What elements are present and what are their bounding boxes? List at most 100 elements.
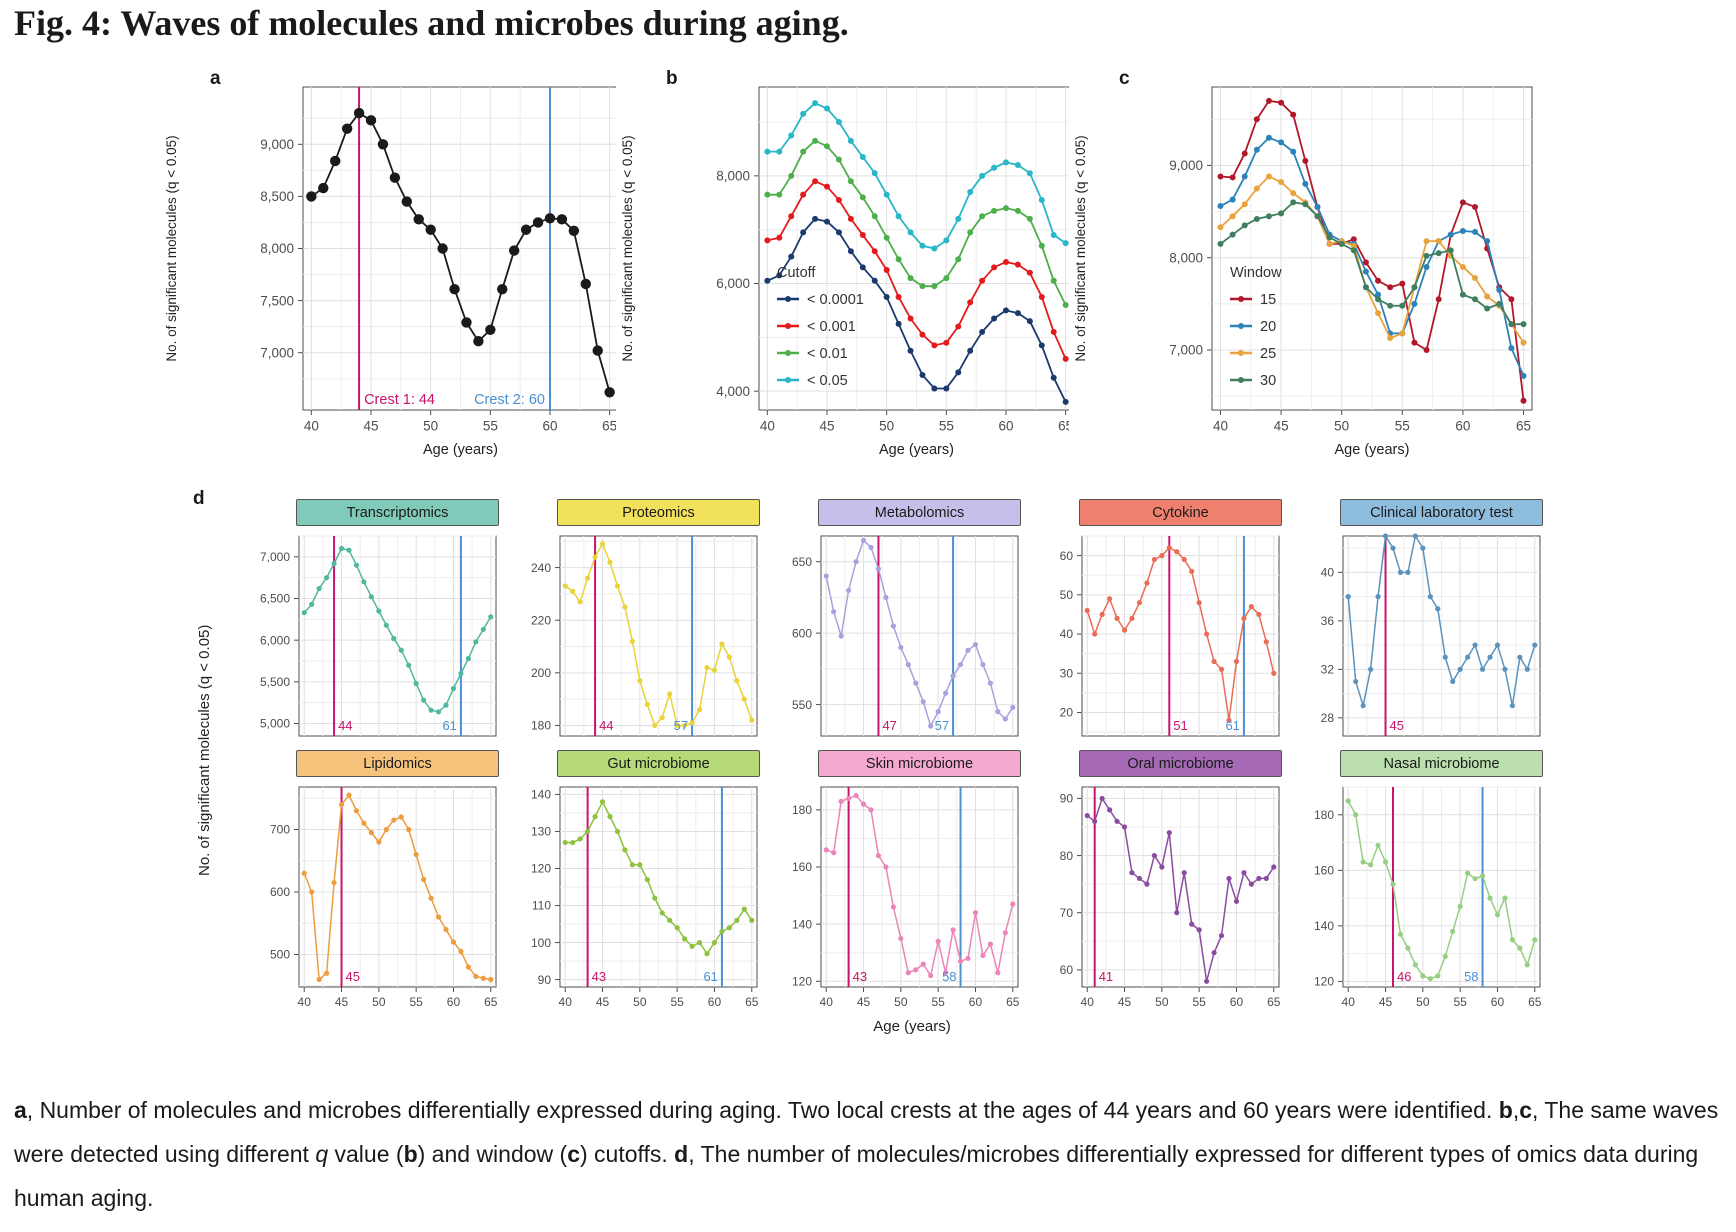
- svg-text:Crest 1: 44: Crest 1: 44: [364, 392, 435, 408]
- svg-text:160: 160: [1314, 864, 1334, 878]
- svg-text:60: 60: [447, 995, 461, 1009]
- svg-text:30: 30: [1260, 373, 1276, 389]
- svg-text:50: 50: [1060, 588, 1074, 602]
- svg-text:120: 120: [531, 862, 551, 876]
- svg-text:90: 90: [1060, 792, 1074, 806]
- svg-text:55: 55: [1192, 995, 1206, 1009]
- svg-text:4,000: 4,000: [716, 384, 750, 399]
- svg-text:600: 600: [270, 885, 290, 899]
- svg-text:45: 45: [1118, 995, 1132, 1009]
- svg-text:Age (years): Age (years): [1335, 442, 1410, 458]
- svg-text:61: 61: [1225, 718, 1239, 733]
- svg-text:90: 90: [538, 973, 552, 987]
- svg-text:180: 180: [1314, 808, 1334, 822]
- svg-text:45: 45: [596, 995, 610, 1009]
- svg-text:5,500: 5,500: [260, 675, 290, 689]
- svg-text:55: 55: [409, 995, 423, 1009]
- svg-text:700: 700: [270, 823, 290, 837]
- svg-text:65: 65: [1528, 995, 1542, 1009]
- svg-text:180: 180: [531, 719, 551, 733]
- svg-text:500: 500: [270, 948, 290, 962]
- svg-text:36: 36: [1321, 614, 1335, 628]
- svg-text:45: 45: [1274, 419, 1289, 434]
- svg-text:60: 60: [998, 419, 1013, 434]
- svg-text:55: 55: [939, 419, 954, 434]
- svg-text:20: 20: [1060, 706, 1074, 720]
- svg-text:6,000: 6,000: [716, 276, 750, 291]
- svg-text:550: 550: [792, 698, 812, 712]
- svg-text:45: 45: [1390, 718, 1404, 733]
- svg-text:44: 44: [338, 718, 352, 733]
- svg-text:60: 60: [1230, 995, 1244, 1009]
- svg-text:58: 58: [942, 969, 956, 984]
- svg-text:9,000: 9,000: [1169, 158, 1203, 173]
- svg-text:Crest 2: 60: Crest 2: 60: [474, 392, 545, 408]
- svg-text:32: 32: [1321, 663, 1335, 677]
- svg-text:15: 15: [1260, 292, 1276, 308]
- svg-text:< 0.05: < 0.05: [807, 373, 848, 389]
- svg-text:40: 40: [1213, 419, 1228, 434]
- svg-text:9,000: 9,000: [260, 137, 294, 152]
- svg-text:60: 60: [969, 995, 983, 1009]
- svg-text:140: 140: [792, 917, 812, 931]
- svg-text:< 0.001: < 0.001: [807, 319, 856, 335]
- svg-text:41: 41: [1099, 969, 1113, 984]
- svg-text:160: 160: [792, 860, 812, 874]
- svg-text:65: 65: [745, 995, 759, 1009]
- svg-text:45: 45: [819, 419, 834, 434]
- svg-text:40: 40: [1060, 627, 1074, 641]
- svg-text:200: 200: [531, 666, 551, 680]
- svg-text:80: 80: [1060, 849, 1074, 863]
- svg-text:120: 120: [1314, 975, 1334, 989]
- svg-text:600: 600: [792, 626, 812, 640]
- svg-text:46: 46: [1397, 969, 1411, 984]
- svg-text:65: 65: [602, 419, 617, 434]
- svg-text:57: 57: [674, 718, 688, 733]
- svg-text:240: 240: [531, 561, 551, 575]
- svg-text:7,000: 7,000: [260, 345, 294, 360]
- svg-text:55: 55: [1395, 419, 1410, 434]
- svg-text:60: 60: [1060, 549, 1074, 563]
- svg-text:40: 40: [1342, 995, 1356, 1009]
- svg-text:25: 25: [1260, 346, 1276, 362]
- svg-text:< 0.01: < 0.01: [807, 346, 848, 362]
- svg-text:45: 45: [335, 995, 349, 1009]
- svg-text:65: 65: [484, 995, 498, 1009]
- svg-text:650: 650: [792, 555, 812, 569]
- svg-text:50: 50: [423, 419, 438, 434]
- svg-text:60: 60: [542, 419, 557, 434]
- svg-text:140: 140: [531, 788, 551, 802]
- svg-text:No. of significant molecules (: No. of significant molecules (q < 0.05): [1073, 135, 1088, 361]
- svg-text:110: 110: [532, 899, 551, 913]
- svg-text:61: 61: [442, 718, 456, 733]
- svg-text:8,000: 8,000: [260, 241, 294, 256]
- svg-text:28: 28: [1321, 711, 1335, 725]
- svg-text:50: 50: [1155, 995, 1169, 1009]
- svg-text:60: 60: [708, 995, 722, 1009]
- svg-text:8,500: 8,500: [260, 189, 294, 204]
- svg-text:20: 20: [1260, 319, 1276, 335]
- svg-text:58: 58: [1464, 969, 1478, 984]
- svg-text:40: 40: [760, 419, 775, 434]
- svg-text:55: 55: [483, 419, 498, 434]
- svg-text:55: 55: [931, 995, 945, 1009]
- svg-text:8,000: 8,000: [716, 169, 750, 184]
- svg-text:6,500: 6,500: [260, 592, 290, 606]
- svg-text:220: 220: [531, 613, 551, 627]
- svg-text:40: 40: [559, 995, 573, 1009]
- svg-text:60: 60: [1491, 995, 1505, 1009]
- svg-text:130: 130: [531, 825, 551, 839]
- svg-text:55: 55: [1453, 995, 1467, 1009]
- svg-text:40: 40: [304, 419, 319, 434]
- svg-text:45: 45: [857, 995, 871, 1009]
- svg-text:Cutoff: Cutoff: [777, 265, 816, 281]
- svg-text:40: 40: [1081, 995, 1095, 1009]
- svg-text:55: 55: [670, 995, 684, 1009]
- svg-text:Window: Window: [1230, 265, 1282, 281]
- svg-text:57: 57: [935, 718, 949, 733]
- svg-text:51: 51: [1173, 718, 1187, 733]
- svg-text:65: 65: [1267, 995, 1281, 1009]
- svg-text:45: 45: [1379, 995, 1393, 1009]
- svg-text:30: 30: [1060, 666, 1074, 680]
- svg-text:< 0.0001: < 0.0001: [807, 292, 864, 308]
